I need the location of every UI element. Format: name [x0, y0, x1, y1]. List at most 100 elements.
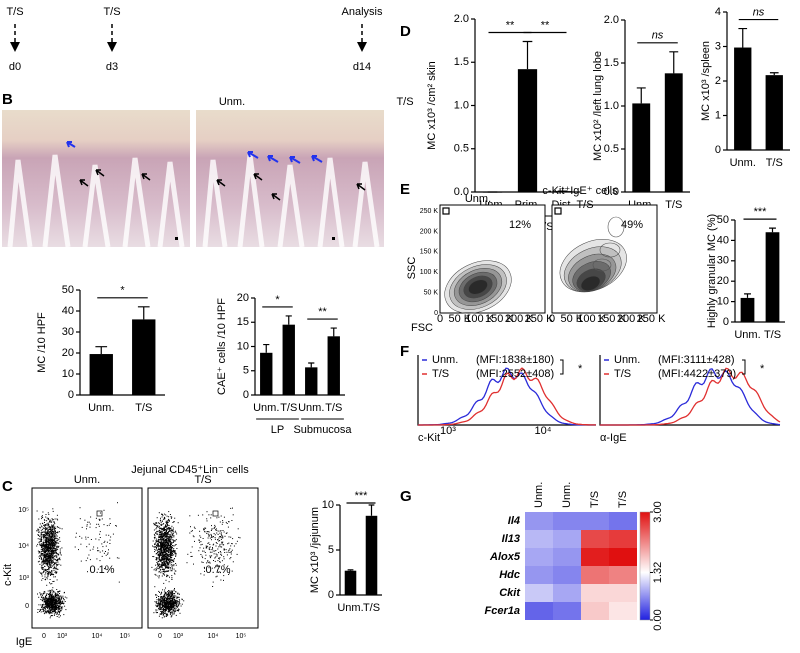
- event-dot: [161, 612, 163, 614]
- event-dot: [157, 544, 159, 545]
- event-dot: [42, 553, 43, 554]
- event-dot: [57, 553, 59, 555]
- event-dot: [171, 539, 173, 541]
- event-dot: [48, 570, 50, 572]
- event-dot: [103, 542, 105, 543]
- event-dot: [167, 595, 169, 597]
- event-dot: [192, 535, 194, 537]
- event-dot: [89, 523, 91, 525]
- event-dot: [55, 548, 57, 550]
- event-dot: [168, 602, 170, 604]
- heatmap-cell: [525, 602, 553, 620]
- event-dot: [216, 529, 218, 531]
- event-dot: [55, 542, 57, 543]
- event-dot: [173, 609, 175, 611]
- event-dot: [216, 543, 218, 544]
- event-dot: [42, 550, 44, 552]
- event-dot: [183, 600, 185, 602]
- event-dot: [163, 540, 164, 542]
- event-dot: [199, 539, 200, 541]
- event-dot: [52, 608, 54, 610]
- event-dot: [170, 536, 172, 538]
- event-dot: [52, 508, 54, 510]
- x-axis-label: α-IgE: [600, 432, 627, 444]
- event-dot: [49, 519, 51, 521]
- event-dot: [53, 603, 55, 605]
- event-dot: [59, 603, 61, 605]
- event-dot: [172, 564, 174, 566]
- event-dot: [168, 567, 170, 568]
- event-dot: [52, 560, 54, 562]
- event-dot: [172, 612, 174, 614]
- event-dot: [48, 537, 50, 539]
- event-dot: [171, 553, 172, 555]
- event-dot: [208, 535, 210, 537]
- event-dot: [164, 558, 166, 560]
- event-dot: [52, 510, 54, 512]
- event-dot: [160, 544, 162, 546]
- event-dot: [53, 608, 55, 610]
- event-dot: [161, 551, 162, 553]
- row-label: Hdc: [499, 569, 520, 581]
- event-dot: [51, 589, 53, 591]
- event-dot: [225, 533, 227, 534]
- event-dot: [44, 608, 46, 609]
- event-dot: [45, 538, 47, 540]
- event-dot: [175, 591, 177, 593]
- villi: [7, 154, 185, 248]
- event-dot: [163, 558, 165, 560]
- bar: [734, 47, 752, 150]
- event-dot: [168, 519, 170, 521]
- event-dot: [161, 575, 163, 577]
- event-dot: [44, 559, 46, 561]
- event-dot: [162, 549, 164, 551]
- event-dot: [42, 536, 44, 538]
- event-dot: [44, 576, 46, 578]
- event-dot: [160, 533, 162, 535]
- event-dot: [161, 608, 163, 610]
- event-dot: [55, 535, 57, 537]
- event-dot: [45, 538, 47, 540]
- event-dot: [165, 530, 167, 532]
- y-tick-label: 30: [717, 255, 729, 267]
- event-dot: [45, 547, 47, 549]
- event-dot: [167, 540, 169, 542]
- event-dot: [173, 531, 175, 533]
- event-dot: [47, 512, 49, 514]
- event-dot: [55, 594, 57, 596]
- event-dot: [206, 518, 208, 520]
- event-dot: [162, 562, 164, 564]
- event-dot: [164, 605, 166, 607]
- event-dot: [75, 536, 77, 538]
- event-dot: [171, 578, 173, 580]
- event-dot: [193, 526, 195, 528]
- event-dot: [55, 534, 57, 536]
- event-dot: [158, 577, 160, 579]
- event-dot: [166, 559, 167, 561]
- event-dot: [54, 562, 56, 564]
- event-dot: [167, 562, 168, 563]
- event-dot: [56, 589, 58, 590]
- event-dot: [175, 570, 177, 572]
- event-dot: [165, 546, 167, 548]
- event-dot: [39, 543, 41, 545]
- event-dot: [39, 527, 41, 529]
- event-dot: [157, 540, 159, 542]
- event-dot: [157, 612, 158, 613]
- event-dot: [55, 612, 57, 614]
- event-dot: [47, 563, 49, 565]
- event-dot: [169, 605, 171, 607]
- event-dot: [165, 514, 167, 516]
- event-dot: [84, 519, 86, 521]
- event-dot: [54, 608, 55, 610]
- event-dot: [55, 572, 57, 574]
- event-dot: [172, 603, 174, 605]
- event-dot: [50, 554, 52, 556]
- event-dot: [159, 608, 161, 610]
- event-dot: [56, 571, 58, 573]
- event-dot: [41, 564, 43, 566]
- event-dot: [41, 605, 43, 607]
- x-tick-label: 200 K: [505, 313, 534, 325]
- event-dot: [160, 572, 162, 574]
- event-dot: [200, 541, 202, 543]
